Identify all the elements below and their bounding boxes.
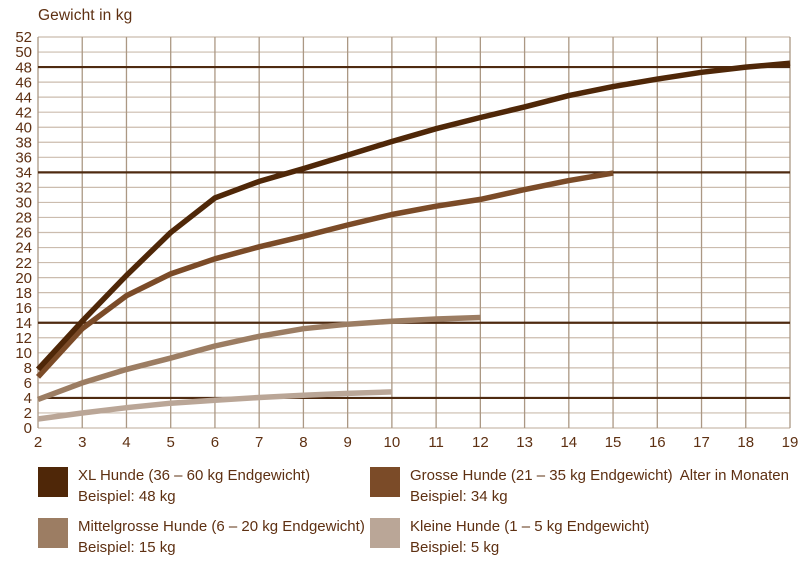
y-tick-label: 26 bbox=[15, 225, 32, 242]
legend-example: Beispiel: 48 kg bbox=[78, 487, 176, 505]
x-tick-label: 15 bbox=[605, 434, 622, 451]
x-axis-title: Alter in Monaten bbox=[679, 467, 789, 484]
x-tick-label: 13 bbox=[516, 434, 533, 451]
y-tick-label: 40 bbox=[15, 119, 32, 136]
x-tick-label: 5 bbox=[167, 434, 175, 451]
y-tick-label: 36 bbox=[15, 150, 32, 167]
y-tick-label: 38 bbox=[15, 134, 32, 151]
legend-label: Grosse Hunde (21 – 35 kg Endgewicht) bbox=[410, 467, 673, 484]
x-tick-label: 9 bbox=[343, 434, 351, 451]
curve-grosse-hunde bbox=[35, 170, 614, 379]
legend-example: Beispiel: 15 kg bbox=[78, 538, 176, 556]
y-tick-label: 48 bbox=[15, 59, 32, 76]
y-tick-label: 46 bbox=[15, 74, 32, 91]
legend-label: Mittelgrosse Hunde (6 – 20 kg Endgewicht… bbox=[78, 518, 365, 535]
curve-mittelgrosse-hunde bbox=[37, 314, 481, 402]
legend-item-mittelgrosse-hunde: Mittelgrosse Hunde (6 – 20 kg Endgewicht… bbox=[38, 517, 365, 558]
x-tick-label: 14 bbox=[560, 434, 577, 451]
y-tick-label: 12 bbox=[15, 330, 32, 347]
y-tick-label: 34 bbox=[15, 165, 32, 182]
x-tick-label: 12 bbox=[472, 434, 489, 451]
legend-label: Kleine Hunde (1 – 5 kg Endgewicht) bbox=[410, 518, 650, 535]
y-tick-label: 8 bbox=[24, 360, 32, 377]
y-tick-label: 0 bbox=[24, 420, 32, 437]
x-tick-label: 8 bbox=[299, 434, 307, 451]
y-tick-label: 28 bbox=[15, 210, 32, 227]
y-tick-label: 10 bbox=[15, 345, 32, 362]
legend-swatch-grosse-hunde bbox=[370, 467, 400, 497]
x-tick-label: 3 bbox=[78, 434, 86, 451]
y-tick-label: 14 bbox=[15, 315, 32, 332]
y-tick-label: 24 bbox=[15, 240, 32, 257]
x-tick-label: 11 bbox=[428, 434, 444, 451]
x-tick-label: 7 bbox=[255, 434, 263, 451]
y-tick-label: 2 bbox=[24, 405, 32, 422]
legend-swatch-kleine-hunde bbox=[370, 518, 400, 548]
legend-example: Beispiel: 34 kg bbox=[410, 487, 508, 505]
legend-item-xl-hunde: XL Hunde (36 – 60 kg Endgewicht) Beispie… bbox=[38, 466, 310, 507]
legend-example: Beispiel: 5 kg bbox=[410, 538, 500, 556]
y-tick-label: 18 bbox=[15, 285, 32, 302]
y-tick-label: 30 bbox=[15, 195, 32, 212]
x-tick-label: 19 bbox=[782, 434, 799, 451]
x-tick-label: 10 bbox=[384, 434, 401, 451]
legend-swatch-mittelgrosse-hunde bbox=[38, 518, 68, 548]
y-tick-label: 42 bbox=[15, 104, 32, 121]
x-tick-label: 4 bbox=[122, 434, 130, 451]
y-tick-label: 22 bbox=[15, 255, 32, 272]
x-tick-label: 16 bbox=[649, 434, 666, 451]
curve-kleine-hunde bbox=[37, 389, 392, 422]
y-tick-label: 4 bbox=[24, 390, 32, 407]
y-tick-label: 52 bbox=[15, 29, 32, 46]
y-tick-label: 16 bbox=[15, 300, 32, 317]
x-tick-label: 17 bbox=[693, 434, 710, 451]
curve-xl-hunde bbox=[35, 60, 791, 372]
y-axis-title: Gewicht in kg bbox=[38, 7, 133, 24]
x-tick-label: 6 bbox=[211, 434, 219, 451]
x-tick-label: 2 bbox=[34, 434, 42, 451]
legend-swatch-xl-hunde bbox=[38, 467, 68, 497]
y-tick-label: 50 bbox=[15, 44, 32, 61]
y-tick-label: 44 bbox=[15, 89, 32, 106]
legend-item-kleine-hunde: Kleine Hunde (1 – 5 kg Endgewicht) Beisp… bbox=[370, 517, 649, 558]
legend-item-grosse-hunde: Grosse Hunde (21 – 35 kg Endgewicht) Bei… bbox=[370, 466, 673, 507]
y-tick-label: 32 bbox=[15, 180, 32, 197]
y-tick-label: 20 bbox=[15, 270, 32, 287]
y-tick-label: 6 bbox=[24, 375, 32, 392]
growth-chart: 0246810121416182022242628303234363840424… bbox=[15, 29, 799, 451]
legend-label: XL Hunde (36 – 60 kg Endgewicht) bbox=[78, 467, 311, 484]
x-tick-label: 18 bbox=[737, 434, 754, 451]
